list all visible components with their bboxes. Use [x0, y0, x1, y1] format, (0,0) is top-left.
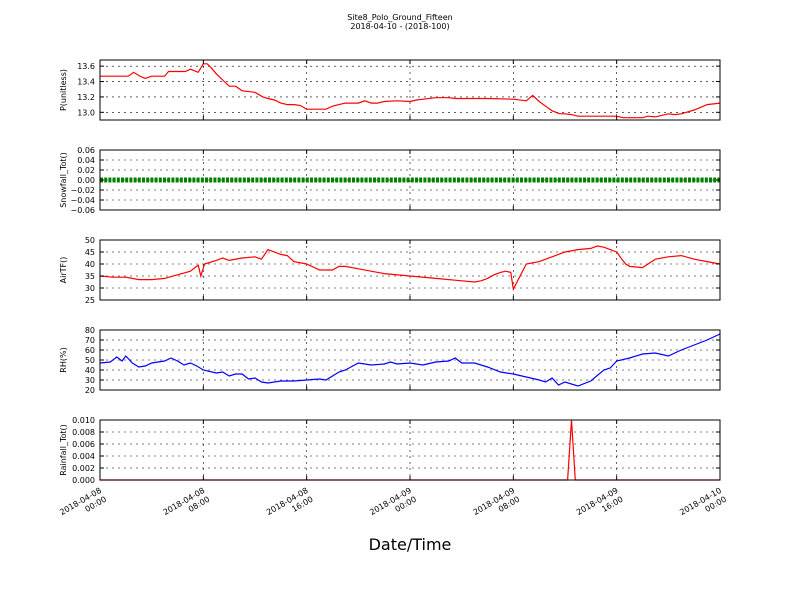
y-tick-label: 80	[85, 326, 95, 335]
y-axis-label: Rainfall_Tot()	[59, 424, 68, 476]
subplot-rainfall: 0.000 0.002 0.004 0.006 0.008 0.010 Rainfall_T…	[59, 416, 721, 485]
y-axis-label: AirTF()	[59, 257, 68, 284]
y-tick-label: 0.06	[77, 146, 95, 155]
y-tick-label: 40	[85, 366, 95, 375]
y-tick-label: 0.000	[72, 476, 95, 485]
y-tick-label: −0.06	[70, 206, 95, 215]
chart-title: Site8_Polo_Ground_Fifteen	[347, 13, 452, 22]
y-tick-label: 30	[85, 284, 95, 293]
y-tick-label: 45	[85, 248, 95, 257]
y-tick-label: 0.004	[72, 452, 95, 461]
y-tick-label: 60	[85, 346, 95, 355]
y-tick-label: 0.006	[72, 440, 95, 449]
y-axis-label: Snowfall_Tot()	[59, 152, 68, 208]
y-tick-label: 13.0	[77, 108, 95, 117]
subplot-snowfall: −0.06−0.04−0.020.000.020.040.06 Snowfall_…	[59, 146, 721, 215]
y-tick-label: 50	[85, 236, 95, 245]
series-line	[99, 245, 721, 292]
subplots: 13.0 13.2 13.4 13.6 P(unitless) −0.06−0.04−0.…	[59, 59, 721, 485]
subplot-air-temp: 25 30 35 40 45 50 AirTF()	[59, 236, 721, 305]
x-axis-label: Date/Time	[369, 535, 452, 554]
y-tick-label: 13.2	[77, 93, 95, 102]
y-axis-label: P(unitless)	[59, 69, 68, 111]
y-tick-label: 20	[85, 386, 95, 395]
y-tick-label: 50	[85, 356, 95, 365]
series-line	[100, 63, 721, 119]
y-tick-label: 13.6	[77, 62, 95, 71]
y-tick-label: 0.02	[77, 166, 95, 175]
series-line	[99, 333, 721, 387]
subplot-pressure: 13.0 13.2 13.4 13.6 P(unitless)	[59, 59, 721, 121]
chart-subtitle: 2018-04-10 - (2018-100)	[350, 22, 449, 31]
y-tick-label: 40	[85, 260, 95, 269]
y-tick-label: 0.002	[72, 464, 95, 473]
y-tick-label: 25	[85, 296, 95, 305]
y-axis-label: RH(%)	[59, 347, 68, 372]
y-tick-label: −0.04	[70, 196, 95, 205]
y-tick-label: 0.04	[77, 156, 95, 165]
y-tick-label: 13.4	[77, 78, 95, 87]
y-tick-label: 35	[85, 272, 95, 281]
y-tick-label: −0.02	[70, 186, 95, 195]
y-tick-label: 0.010	[72, 416, 95, 425]
y-tick-label: 30	[85, 376, 95, 385]
y-tick-label: 0.00	[77, 176, 95, 185]
y-tick-label: 70	[85, 336, 95, 345]
y-tick-label: 0.008	[72, 428, 95, 437]
